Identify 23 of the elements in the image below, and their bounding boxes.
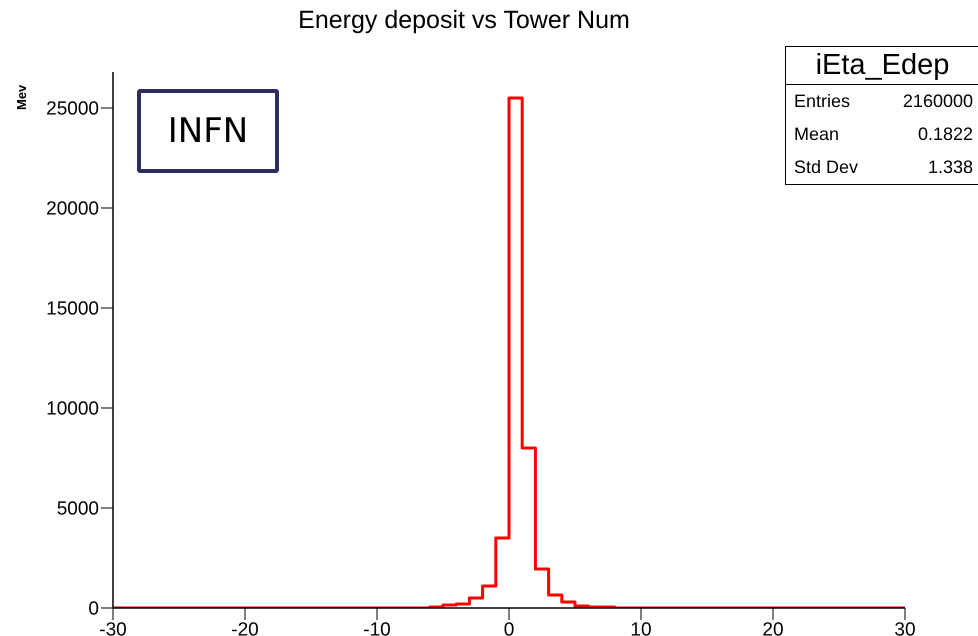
x-tick-label: -20 <box>231 619 259 636</box>
annotation: iEta_Edep <box>786 47 978 85</box>
y-tick-label: 20000 <box>46 198 99 220</box>
x-tick-label: 10 <box>630 619 652 636</box>
annotation: Std Dev <box>794 157 858 178</box>
y-tick-label: 0 <box>88 598 99 620</box>
chart-title: Energy deposit vs Tower Num <box>297 6 631 35</box>
x-tick-label: 20 <box>762 619 784 636</box>
text-frame: INFN <box>137 89 279 173</box>
y-tick-label: 10000 <box>46 398 99 420</box>
annotation: Entries <box>794 91 850 112</box>
annotation: Mean <box>794 124 840 145</box>
x-tick-label: 30 <box>894 619 916 636</box>
annotation: 2160000 <box>902 91 973 112</box>
y-tick-label: 15000 <box>46 298 99 320</box>
y-axis-title: Mev <box>14 84 29 110</box>
y-tick-label: 25000 <box>46 98 99 120</box>
text: 0.1822 <box>918 124 973 145</box>
text: 1.338 <box>928 157 973 178</box>
x-tick-label: -10 <box>363 619 391 636</box>
y-tick-label: 5000 <box>56 498 99 520</box>
x-tick-label: -30 <box>99 619 127 636</box>
x-tick-label: 0 <box>504 619 514 636</box>
